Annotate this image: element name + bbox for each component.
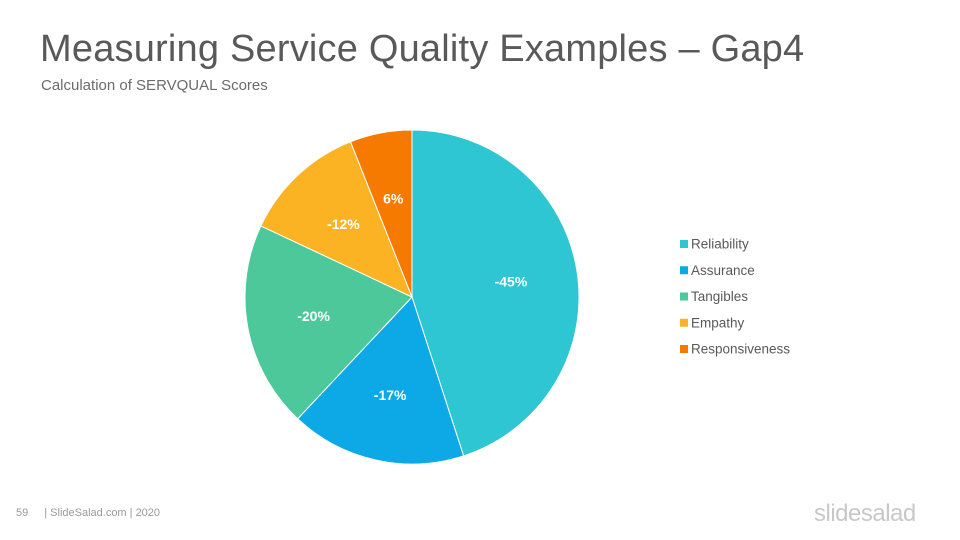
legend-swatch-tangibles xyxy=(680,292,688,301)
legend-swatch-reliability xyxy=(680,240,688,248)
legend-item-reliability: Reliability xyxy=(680,237,749,252)
slide-subtitle: Calculation of SERVQUAL Scores xyxy=(41,77,268,94)
legend-item-responsiveness: Responsiveness xyxy=(680,342,790,357)
footer-text: | SlideSalad.com | 2020 xyxy=(44,507,161,519)
slide-title: Measuring Service Quality Examples – Gap… xyxy=(40,28,805,70)
slidesalad-logo: slidesalad xyxy=(814,500,916,527)
pie-data-labels: -45% -17% -20% -12% 6% xyxy=(297,191,528,403)
data-label-assurance: -17% xyxy=(374,387,407,403)
data-label-empathy: -12% xyxy=(327,216,360,232)
footer: 59 | SlideSalad.com | 2020 xyxy=(16,507,160,519)
page-number: 59 xyxy=(16,507,29,519)
data-label-tangibles: -20% xyxy=(297,308,330,324)
legend-label-responsiveness: Responsiveness xyxy=(691,342,790,357)
chart-legend: Reliability Assurance Tangibles Empathy Resp… xyxy=(680,237,790,357)
pie-slices xyxy=(244,129,580,465)
legend-label-assurance: Assurance xyxy=(691,263,755,278)
pie-slice-assurance xyxy=(296,296,465,465)
data-label-responsiveness: 6% xyxy=(383,191,404,207)
legend-swatch-assurance xyxy=(680,266,688,275)
pie-slice-empathy xyxy=(260,141,413,298)
pie-slice-responsiveness xyxy=(349,129,413,298)
legend-swatch-empathy xyxy=(680,318,688,327)
pie-slice-tangibles xyxy=(244,225,413,420)
data-label-reliability: -45% xyxy=(495,273,528,289)
legend-item-assurance: Assurance xyxy=(680,263,755,278)
legend-swatch-responsiveness xyxy=(680,345,688,353)
pie-slice-reliability xyxy=(411,129,580,457)
legend-label-empathy: Empathy xyxy=(691,315,745,330)
legend-item-empathy: Empathy xyxy=(680,315,745,330)
legend-label-tangibles: Tangibles xyxy=(691,289,748,304)
legend-item-tangibles: Tangibles xyxy=(680,289,748,304)
legend-label-reliability: Reliability xyxy=(691,237,749,252)
